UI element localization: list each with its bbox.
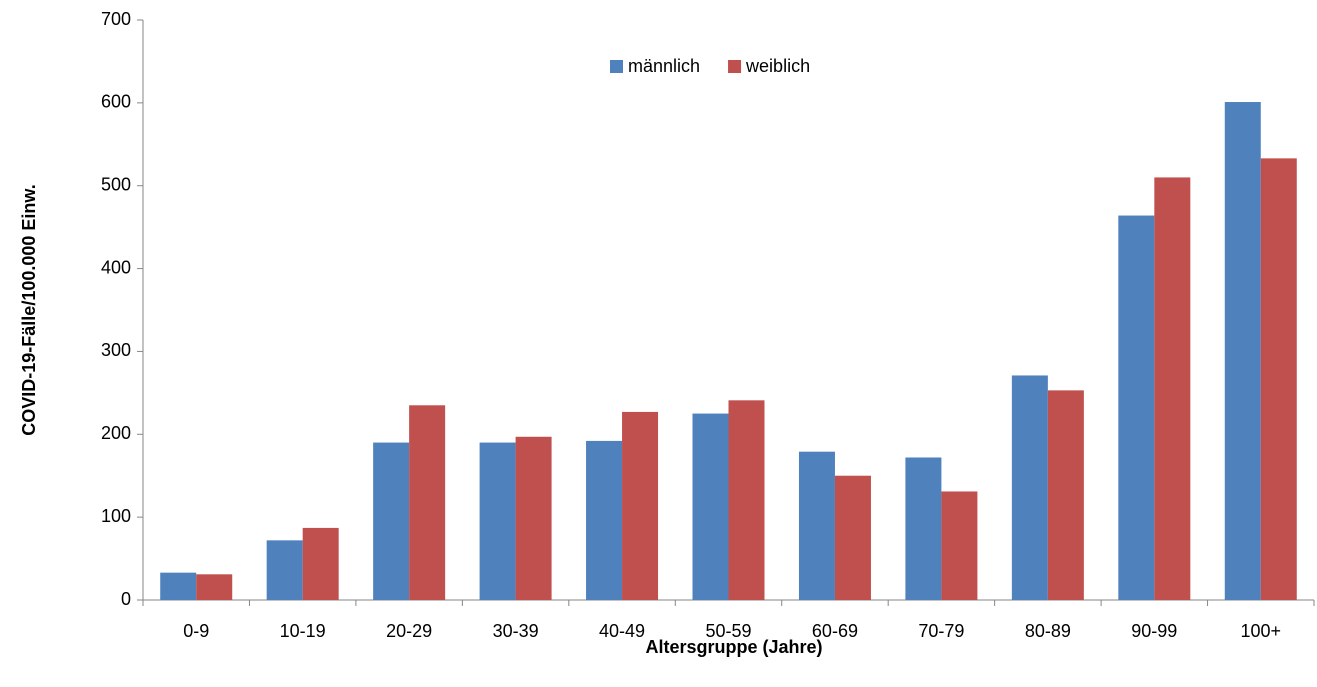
y-tick-label: 600 (101, 92, 131, 112)
bar (515, 436, 552, 600)
x-tick-label: 30-39 (493, 621, 539, 641)
x-tick-label: 70-79 (918, 621, 964, 641)
legend-swatch (728, 60, 742, 73)
x-tick-label: 40-49 (599, 621, 645, 641)
y-tick-label: 300 (101, 340, 131, 360)
bar (1260, 158, 1297, 600)
x-tick-label: 60-69 (812, 621, 858, 641)
bar (1154, 177, 1191, 600)
x-axis-title: Altersgruppe (Jahre) (645, 637, 822, 657)
x-tick-label: 90-99 (1131, 621, 1177, 641)
bar (409, 405, 446, 600)
y-tick-label: 500 (101, 174, 131, 194)
y-tick-label: 200 (101, 423, 131, 443)
bar (1011, 375, 1048, 600)
bar (1224, 102, 1261, 601)
y-tick-label: 100 (101, 506, 131, 526)
x-tick-label: 20-29 (386, 621, 432, 641)
legend-label: männlich (628, 56, 700, 76)
bar (905, 457, 942, 600)
bar (479, 442, 516, 600)
x-tick-label: 100+ (1240, 621, 1281, 641)
x-tick-label: 0-9 (183, 621, 209, 641)
bar (728, 400, 765, 600)
bar (1118, 215, 1155, 601)
bar (941, 491, 978, 600)
bar (834, 475, 871, 600)
y-tick-label: 0 (121, 589, 131, 609)
bar (266, 540, 303, 600)
x-tick-label: 10-19 (280, 621, 326, 641)
y-tick-label: 400 (101, 257, 131, 277)
bar (1047, 390, 1084, 600)
y-tick-label: 700 (101, 9, 131, 29)
bar (622, 411, 659, 600)
legend-swatch (610, 60, 623, 73)
bar (373, 442, 410, 600)
bar (302, 527, 339, 600)
bar (586, 440, 623, 600)
legend-label: weiblich (745, 56, 810, 76)
bar (160, 572, 197, 600)
bar (196, 574, 233, 600)
x-tick-label: 80-89 (1025, 621, 1071, 641)
bar (692, 413, 729, 600)
x-tick-label: 50-59 (705, 621, 751, 641)
bar (798, 451, 835, 600)
y-axis-title: COVID-19-Fälle/100.000 Einw. (19, 184, 39, 435)
